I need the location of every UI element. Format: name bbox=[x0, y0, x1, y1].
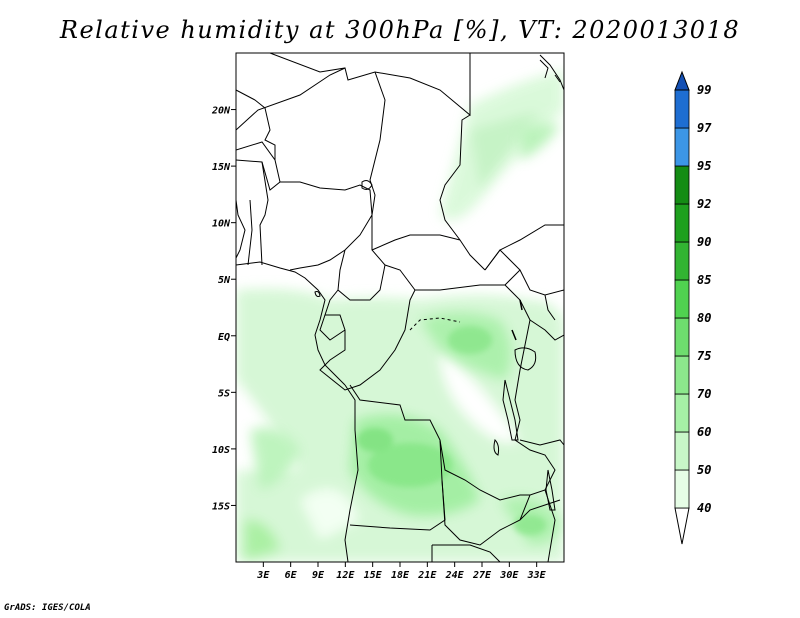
humidity-core-1 bbox=[368, 443, 452, 487]
coastline-west bbox=[236, 261, 346, 386]
lat-tick-label: 15N bbox=[212, 162, 231, 173]
lon-tick-label: 21E bbox=[417, 570, 437, 581]
colorbar-label: 99 bbox=[697, 83, 711, 97]
colorbar-label: 80 bbox=[697, 311, 711, 325]
boundary-uganda-kenya bbox=[529, 294, 564, 341]
lake-victoria bbox=[514, 347, 537, 371]
colorbar-label: 60 bbox=[697, 425, 711, 439]
lake-tanganyika bbox=[502, 379, 519, 441]
boundary-drc-angola bbox=[349, 384, 530, 501]
colorbar-segment bbox=[674, 431, 690, 471]
longitude-axis: 3E 6E 9E 12E 15E 18E 21E 24E 27E 30E 33E bbox=[256, 562, 547, 581]
colorbar-label: 95 bbox=[697, 159, 711, 173]
colorbar-segment bbox=[674, 127, 690, 167]
colorbar-segment bbox=[674, 279, 690, 319]
boundary-south-sudan bbox=[484, 224, 564, 296]
humidity-area-southwest bbox=[245, 520, 280, 560]
river-congo bbox=[409, 317, 461, 331]
humidity-area-sw-gap bbox=[300, 488, 360, 540]
country-boundaries bbox=[236, 53, 564, 562]
credit-text: GrADS: IGES/COLA bbox=[4, 603, 91, 613]
boundary-cameroon bbox=[337, 215, 386, 301]
colorbar-label: 75 bbox=[697, 349, 711, 363]
lat-tick-label: 20N bbox=[211, 106, 231, 117]
humidity-core-3 bbox=[448, 326, 492, 354]
lat-tick-label: 5S bbox=[218, 388, 230, 399]
lon-tick-label: 6E bbox=[285, 570, 298, 581]
lon-tick-label: 24E bbox=[445, 570, 465, 581]
lon-tick-label: 9E bbox=[312, 570, 325, 581]
colorbar-label: 90 bbox=[697, 235, 711, 249]
lake-malawi bbox=[545, 469, 556, 511]
lake-mweru bbox=[493, 439, 500, 456]
lake-kivu-albert bbox=[511, 299, 523, 341]
boundary-chad-sudan bbox=[439, 114, 486, 271]
colorbar-segment bbox=[674, 393, 690, 433]
colorbar-segment bbox=[674, 89, 690, 129]
boundary-sudan-ethiopia bbox=[539, 54, 564, 91]
boundary-angola-south bbox=[349, 439, 446, 531]
lat-tick-label: 5N bbox=[218, 275, 231, 286]
humidity-core-2 bbox=[357, 428, 393, 452]
lon-tick-label: 27E bbox=[472, 570, 492, 581]
colorbar-segment bbox=[674, 355, 690, 395]
colorbar-label: 85 bbox=[697, 273, 711, 287]
latitude-axis: 20N 15N 10N 5N EQ 5S 10S 15S bbox=[211, 106, 236, 512]
colorbar-label: 50 bbox=[697, 463, 711, 477]
humidity-core-4 bbox=[514, 515, 546, 535]
boundary-niger-chad bbox=[369, 71, 386, 216]
colorbar-label: 97 bbox=[697, 121, 712, 135]
colorbar-label: 92 bbox=[697, 197, 711, 211]
colorbar-segment bbox=[674, 165, 690, 205]
colorbar-label: 70 bbox=[697, 387, 711, 401]
lon-tick-label: 30E bbox=[499, 570, 519, 581]
map-title: Relative humidity at 300hPa [%], VT: 202… bbox=[59, 16, 741, 44]
lon-tick-label: 12E bbox=[336, 570, 355, 581]
boundary-botswana bbox=[431, 544, 501, 562]
lon-tick-label: 18E bbox=[391, 570, 410, 581]
lon-tick-label: 15E bbox=[364, 570, 383, 581]
boundary-sahara-north bbox=[269, 53, 471, 117]
boundary-congo bbox=[319, 289, 416, 391]
colorbar-segment bbox=[674, 241, 690, 281]
humidity-area-east-gap bbox=[440, 350, 520, 443]
lat-tick-label: 10N bbox=[212, 219, 231, 230]
colorbar-segment bbox=[674, 469, 690, 509]
boundary-benin-togo bbox=[247, 161, 269, 266]
boundary-car bbox=[371, 234, 521, 291]
colorbar-segment bbox=[674, 203, 690, 243]
colorbar-label: 40 bbox=[697, 501, 711, 515]
island-bioko bbox=[314, 291, 321, 297]
lon-tick-label: 3E bbox=[256, 570, 270, 581]
boundary-nigeria bbox=[236, 159, 373, 271]
coastline-guinea bbox=[236, 199, 246, 259]
lake-chad bbox=[361, 180, 373, 190]
boundary-angola-namibia bbox=[344, 384, 359, 562]
lake-tana-east bbox=[539, 59, 561, 83]
boundary-gabon bbox=[319, 314, 346, 341]
colorbar-low-triangle bbox=[674, 507, 690, 545]
boundary-burkina bbox=[236, 141, 281, 183]
lat-tick-label: 10S bbox=[212, 445, 230, 456]
lat-tick-label: 15S bbox=[212, 501, 230, 512]
boundary-zambia bbox=[441, 479, 561, 546]
humidity-area-coast bbox=[250, 427, 300, 490]
boundary-mauritania-mali bbox=[236, 89, 276, 160]
colorbar-high-triangle bbox=[674, 70, 690, 91]
colorbar-segment bbox=[674, 317, 690, 357]
boundary-mali-niger bbox=[236, 67, 346, 131]
humidity-area-east-africa bbox=[520, 123, 560, 160]
colorbar: 40 50 60 70 75 80 85 90 92 95 97 99 bbox=[674, 70, 712, 545]
lat-tick-label: EQ bbox=[218, 332, 230, 343]
lon-tick-label: 33E bbox=[527, 570, 547, 581]
humidity-field bbox=[236, 70, 564, 562]
